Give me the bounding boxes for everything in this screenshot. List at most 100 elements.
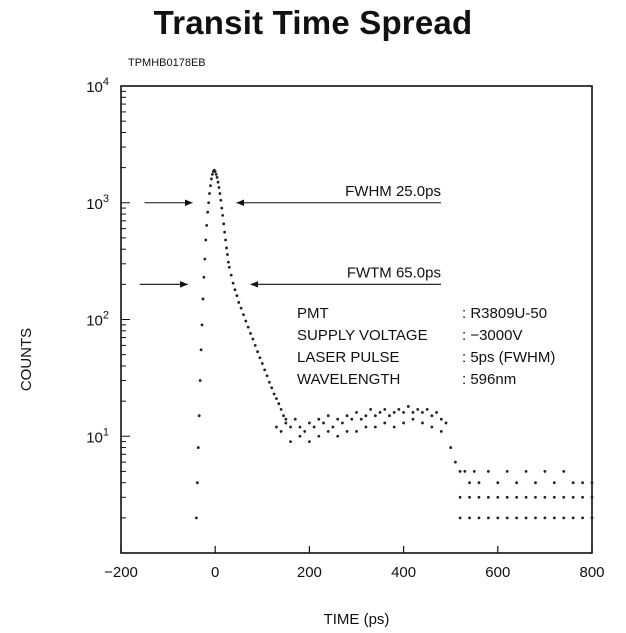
data-point [267, 380, 271, 384]
data-point [486, 516, 490, 520]
data-point [336, 434, 340, 438]
data-point [552, 495, 556, 499]
data-point [203, 257, 207, 261]
data-point [505, 469, 509, 473]
data-point [486, 495, 490, 499]
data-point [289, 440, 292, 443]
data-point [229, 273, 233, 277]
data-point [524, 495, 528, 499]
data-point [222, 222, 226, 226]
info-value: : −3000V [462, 327, 522, 344]
data-point [439, 417, 443, 421]
data-point [355, 411, 358, 414]
data-point [345, 414, 349, 418]
data-point [378, 411, 382, 414]
data-point [289, 425, 292, 429]
data-point [552, 516, 556, 520]
data-point [477, 495, 481, 499]
data-point [199, 348, 203, 352]
y-axis-label: COUNTS [18, 328, 35, 391]
x-tick-label: −200 [104, 564, 138, 581]
data-point [196, 446, 200, 449]
data-point [233, 288, 237, 292]
data-point [416, 407, 420, 411]
data-point [239, 306, 243, 310]
data-point [449, 446, 453, 449]
data-point [421, 421, 424, 425]
data-point [406, 405, 410, 408]
annotation-group: FWHM 25.0ps FWTM 65.0ps [139, 183, 441, 288]
data-point [364, 414, 368, 418]
data-point [388, 414, 391, 418]
data-point [524, 516, 528, 520]
data-point [275, 425, 278, 429]
data-point [425, 407, 429, 411]
data-point [397, 407, 401, 411]
data-point [308, 421, 311, 425]
info-group: PMT: R3809U-50 SUPPLY VOLTAGE: −3000V LASE… [297, 305, 555, 388]
data-point [224, 238, 227, 242]
data-point [543, 495, 547, 499]
figure-code: TPMHB0178EB [128, 57, 206, 69]
data-point [454, 460, 457, 464]
data-point [272, 392, 276, 396]
data-point [326, 414, 330, 418]
data-point [458, 516, 462, 520]
data-point [364, 425, 368, 429]
data-point [208, 192, 211, 195]
data-point [411, 417, 415, 421]
x-tick-label: 0 [211, 564, 219, 581]
data-point [207, 201, 211, 205]
data-point [373, 425, 377, 429]
data-point [590, 516, 594, 520]
data-point [581, 481, 584, 485]
data-point [590, 495, 594, 499]
data-point [263, 368, 267, 372]
data-point [515, 495, 519, 499]
y-tick-label: 104 [86, 76, 109, 96]
data-point [312, 425, 316, 429]
data-point [270, 386, 274, 390]
info-key: PMT [297, 305, 329, 322]
info-key: LASER PULSE [297, 349, 400, 366]
data-point [225, 246, 228, 250]
data-point [505, 495, 509, 499]
data-point [383, 421, 387, 425]
data-point [392, 425, 396, 429]
data-point [472, 469, 476, 473]
data-point [552, 481, 556, 485]
data-point [562, 495, 566, 499]
data-point [562, 469, 566, 473]
data-point [279, 430, 283, 433]
data-point [444, 421, 448, 425]
data-point [219, 198, 223, 202]
data-point [496, 516, 500, 520]
data-point [293, 417, 297, 421]
data-point [468, 516, 471, 520]
data-point [534, 495, 537, 499]
data-point [226, 260, 230, 264]
data-point [298, 434, 302, 438]
data-point [463, 469, 467, 473]
chart-title: Transit Time Spread [153, 4, 473, 41]
data-point [571, 481, 575, 485]
data-point [496, 481, 500, 485]
data-point [369, 407, 373, 411]
info-value: : 5ps (FWHM) [462, 349, 555, 366]
data-point [486, 469, 490, 473]
data-point [258, 356, 262, 360]
info-value: : R3809U-50 [462, 305, 547, 322]
data-point [195, 481, 199, 485]
data-point [194, 516, 198, 520]
data-point [505, 516, 509, 520]
data-point [231, 281, 235, 285]
data-point [284, 417, 288, 421]
data-points-group [194, 168, 594, 520]
data-point [244, 319, 248, 323]
data-point [298, 425, 302, 429]
data-point [220, 206, 224, 210]
data-point [256, 350, 259, 354]
data-point [534, 516, 537, 520]
data-point [282, 414, 285, 418]
data-point [373, 414, 377, 418]
